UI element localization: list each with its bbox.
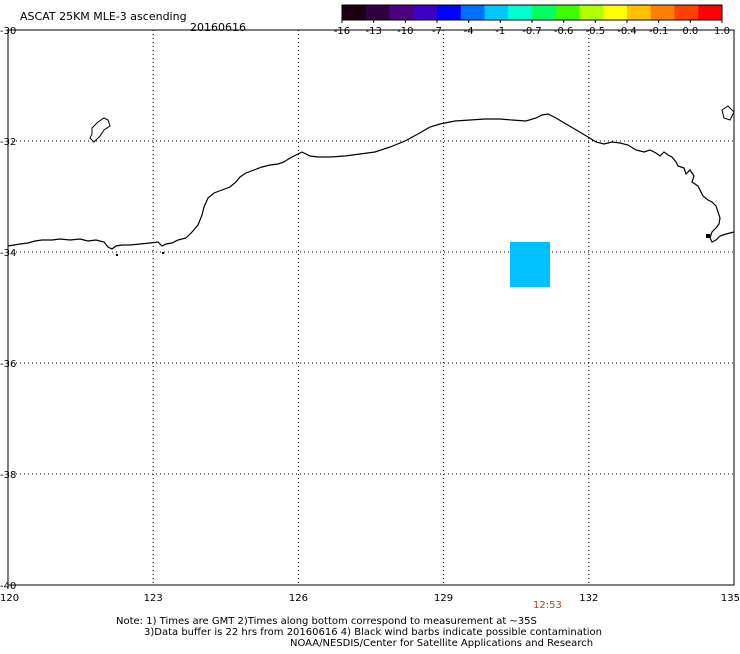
colorbar-segment: [603, 5, 628, 20]
longitude-label: 126: [289, 593, 308, 604]
colorbar-segment: [555, 5, 580, 20]
note-line-2: 3)Data buffer is 22 hrs from 20160616 4)…: [144, 627, 602, 638]
colorbar-segment: [460, 5, 485, 20]
colorbar-tick-label: -7: [432, 26, 442, 37]
product-date: 20160616: [190, 21, 246, 34]
island-coast-east: [721, 105, 735, 121]
colorbar-tick-label: -13: [365, 26, 381, 37]
colorbar-tick-label: -0.5: [586, 26, 606, 37]
colorbar-legend: -16 -13 -10 -7 -4 -1 -0.7 -0.6 -0.5 -0.4 -0.1 0.0 1.…: [334, 4, 730, 37]
rock-marker: [706, 234, 710, 238]
coastline: [7, 105, 735, 256]
longitude-label: 129: [434, 593, 453, 604]
colorbar-segment: [674, 5, 699, 20]
colorbar-segment: [698, 5, 723, 20]
longitude-label: 132: [579, 593, 598, 604]
colorbar-tick-label: -1: [495, 26, 505, 37]
product-title: ASCAT 25KM MLE-3 ascending: [20, 10, 187, 23]
colorbar-segment: [650, 5, 675, 20]
rock-marker: [162, 252, 164, 254]
colorbar-segment: [413, 5, 438, 20]
longitude-label: 123: [144, 593, 163, 604]
colorbar-segment: [365, 5, 390, 20]
southern-coastline: [7, 113, 735, 250]
longitude-label: 120: [0, 593, 19, 604]
map-frame: [7, 29, 735, 586]
longitude-label: 135: [721, 593, 740, 604]
rock-marker: [116, 254, 118, 256]
island-coast: [89, 117, 111, 143]
colorbar-segment: [389, 5, 414, 20]
colorbar-segment: [484, 5, 509, 20]
colorbar-segment: [508, 5, 533, 20]
colorbar-segment: [627, 5, 652, 20]
colorbar-tick-label: 0.0: [682, 26, 698, 37]
note-line-1: Note: 1) Times are GMT 2)Times along bot…: [116, 616, 537, 627]
colorbar-tick-label: 1.0: [714, 26, 730, 37]
colorbar-segment: [342, 5, 367, 20]
colorbar-tick-label: -0.4: [617, 26, 637, 37]
colorbar-tick-label: -0.6: [554, 26, 574, 37]
colorbar-tick-label: -4: [464, 26, 474, 37]
colorbar-tick-label: -0.1: [649, 26, 669, 37]
wind-data-patch: [510, 242, 550, 287]
colorbar-segment: [437, 5, 462, 20]
lat-lon-grid: 120 123 126 129 132 135-30-32-34-36-38-40: [0, 26, 740, 604]
colorbar-segment: [579, 5, 604, 20]
pass-time-label: 12:53: [533, 600, 562, 611]
note-line-3: NOAA/NESDIS/Center for Satellite Applica…: [290, 638, 593, 649]
latitude-label: -40: [0, 581, 16, 592]
colorbar-tick-label: -16: [334, 26, 350, 37]
colorbar-tick-label: -10: [397, 26, 413, 37]
colorbar-tick-label: -0.7: [522, 26, 542, 37]
colorbar-segment: [532, 5, 557, 20]
